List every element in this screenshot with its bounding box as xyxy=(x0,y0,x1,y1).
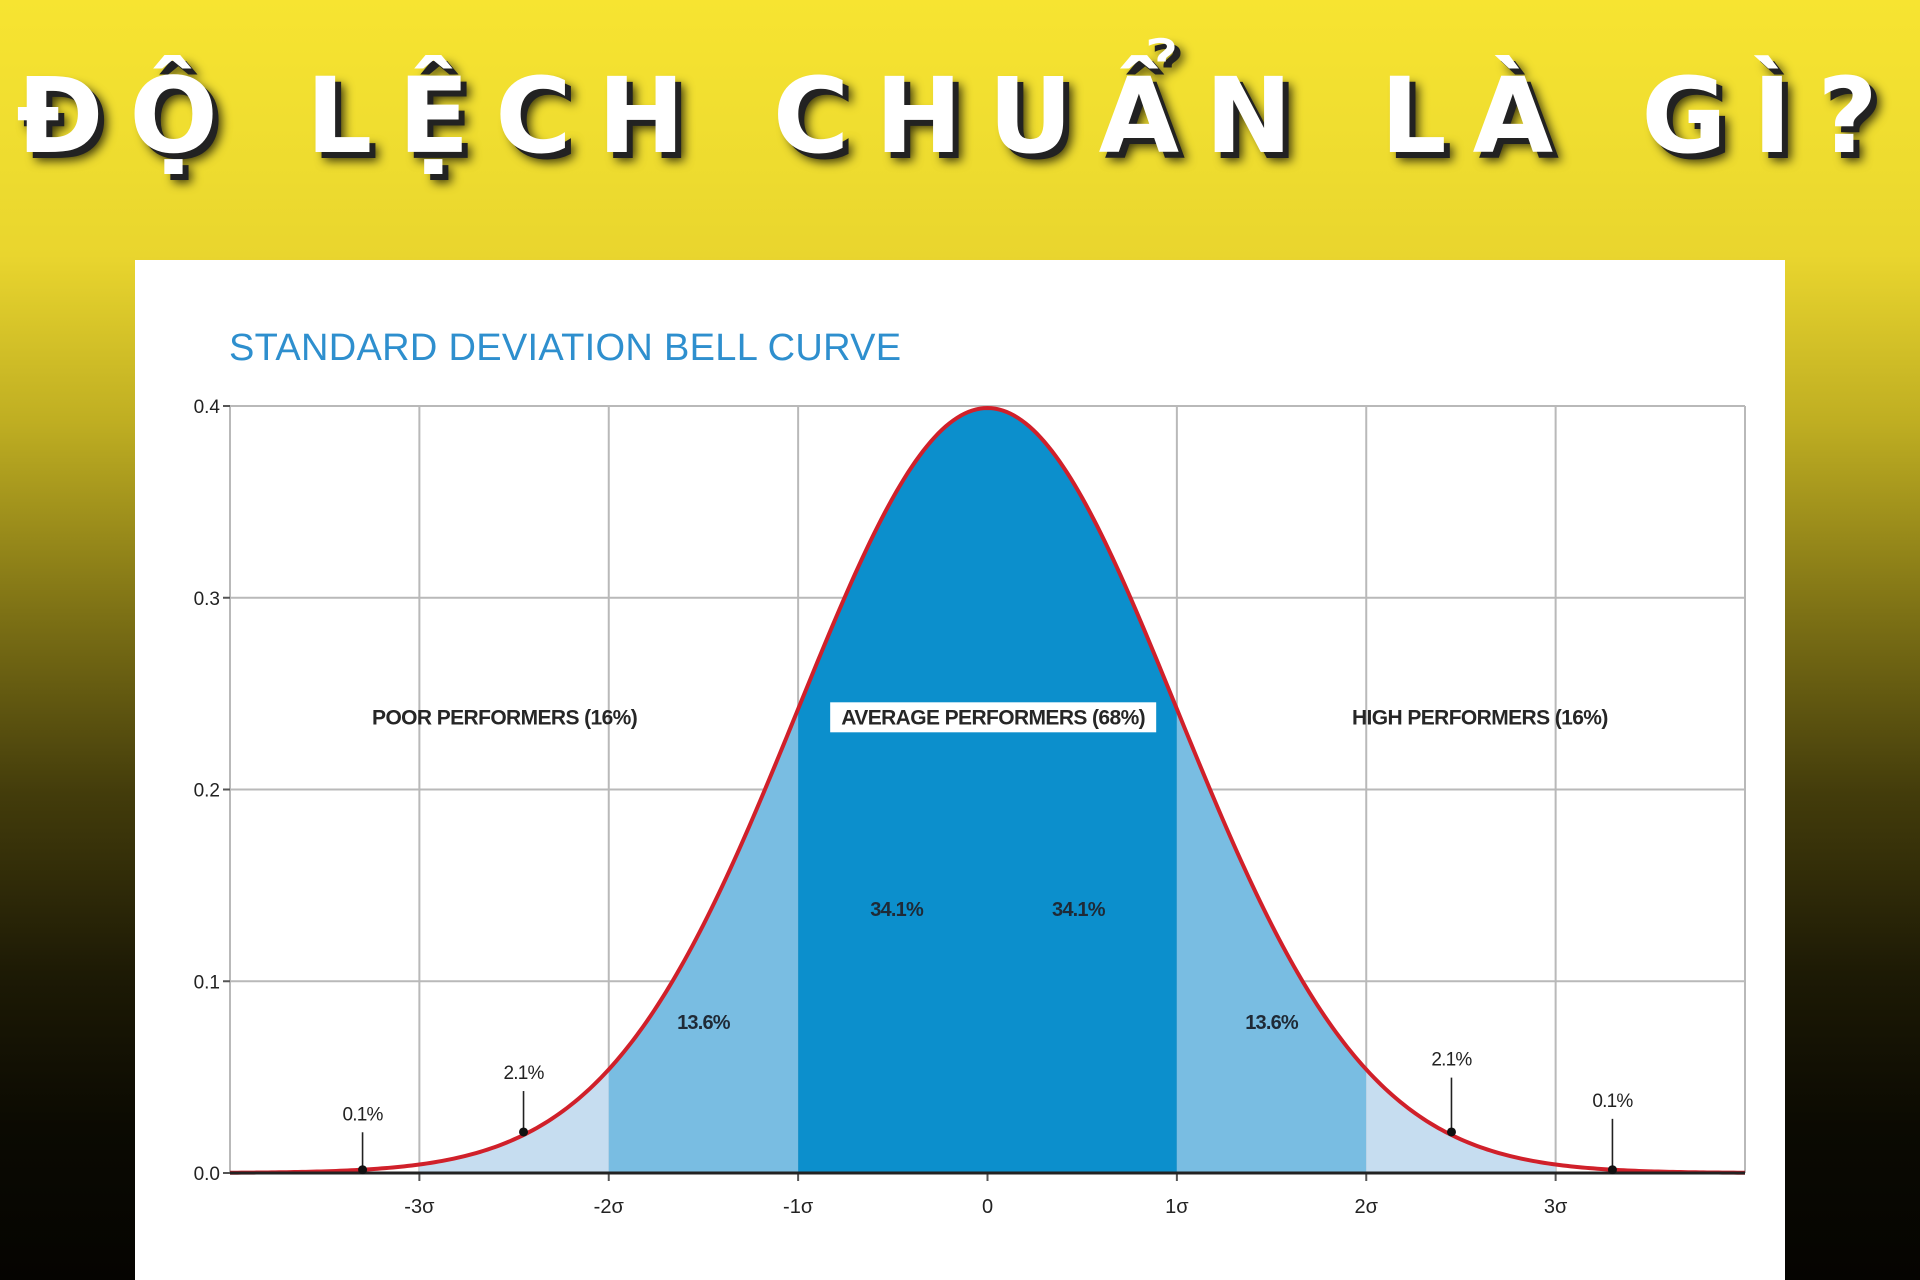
group-label-background xyxy=(830,702,1157,733)
x-tick-label: 2σ xyxy=(1355,1196,1379,1218)
region-fill xyxy=(987,408,1177,1173)
group-label: HIGH PERFORMERS (16%) xyxy=(1352,706,1608,729)
tail-marker-dot xyxy=(1446,1127,1456,1137)
tail-marker-dot xyxy=(1607,1165,1617,1175)
chart-panel: STANDARD DEVIATION BELL CURVE 0.0 0.1 0.2 0… xyxy=(135,260,1785,1280)
tail-marker-label: 2.1% xyxy=(503,1063,544,1084)
tail-marker-label: 0.1% xyxy=(1592,1091,1633,1112)
tail-marker-dot xyxy=(519,1127,529,1137)
x-tick-label: 1σ xyxy=(1165,1196,1189,1218)
y-tick-label: 0.0 xyxy=(194,1164,220,1185)
y-tick-label: 0.4 xyxy=(194,397,221,418)
bell-curve-line xyxy=(229,406,1746,1175)
group-label: POOR PERFORMERS (16%) xyxy=(372,706,637,729)
tail-marker-label: 2.1% xyxy=(1431,1050,1472,1071)
y-tick-label: 0.3 xyxy=(194,589,220,610)
y-tick-label: 0.1 xyxy=(194,972,220,993)
y-tick-label: 0.2 xyxy=(194,781,220,802)
headline: ĐỘ LỆCH CHUẨN LÀ GÌ? xyxy=(16,55,1904,177)
bell-curve-chart: STANDARD DEVIATION BELL CURVE 0.0 0.1 0.2 0… xyxy=(194,327,1746,1218)
region-percent-label: 13.6% xyxy=(677,1012,731,1034)
region-fill xyxy=(798,408,988,1173)
region-percent-label: 34.1% xyxy=(870,899,924,921)
region-fill xyxy=(1366,1069,1556,1173)
chart-title: STANDARD DEVIATION BELL CURVE xyxy=(229,327,901,369)
region-fill xyxy=(419,1069,609,1173)
x-tick-label: 0 xyxy=(982,1196,993,1218)
tail-marker-dot xyxy=(358,1165,368,1175)
x-tick-label: -3σ xyxy=(404,1196,435,1218)
tail-marker-label: 0.1% xyxy=(343,1104,384,1125)
x-tick-label: 3σ xyxy=(1544,1196,1568,1218)
region-percent-label: 34.1% xyxy=(1052,899,1106,921)
region-percent-label: 13.6% xyxy=(1245,1012,1299,1034)
x-tick-label: -2σ xyxy=(594,1196,625,1218)
x-tick-label: -1σ xyxy=(783,1196,814,1218)
group-label: AVERAGE PERFORMERS (68%) xyxy=(841,706,1145,729)
